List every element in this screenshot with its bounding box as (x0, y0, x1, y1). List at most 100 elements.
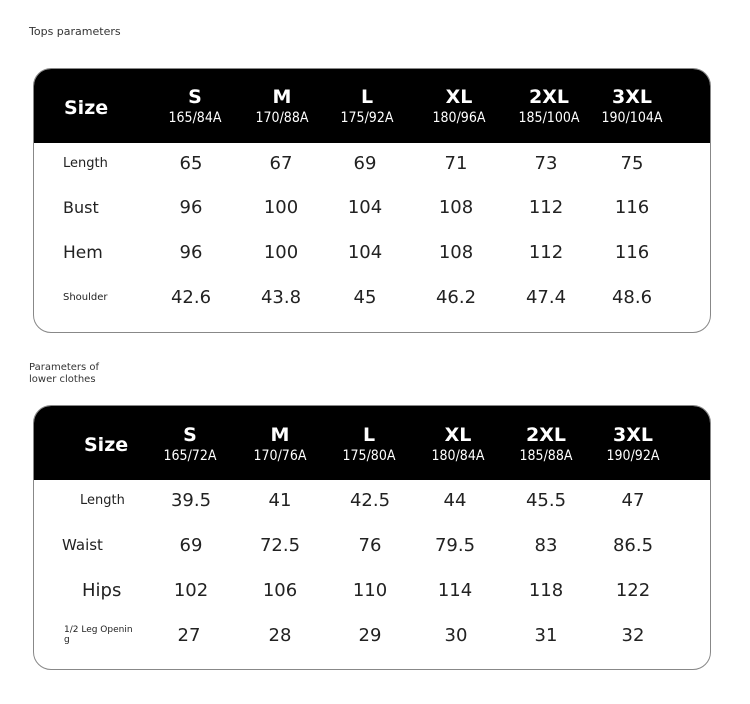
table-cell: 71 (444, 153, 468, 174)
table-cell: 47 (621, 490, 645, 511)
size-code: 180/96A (432, 110, 486, 126)
size-code: 170/88A (255, 110, 309, 126)
bottoms-caption-line2: lower clothes (29, 374, 96, 385)
table-row: Length 65 67 69 71 73 75 (34, 153, 710, 197)
bottoms-size-table: Size S 165/72A M 170/76A L 175/80A XL 18… (33, 405, 711, 670)
size-code: 175/80A (342, 448, 396, 464)
row-label: Shoulder (63, 292, 108, 303)
table-cell: 44 (443, 490, 467, 511)
table-cell: 83 (534, 535, 558, 556)
bottoms-col-s: S 165/72A (140, 424, 240, 465)
row-label: Length (63, 156, 108, 171)
tops-col-xl: XL 180/96A (409, 86, 509, 127)
bottoms-caption-line1: Parameters of (29, 362, 100, 373)
table-cell: 73 (534, 153, 558, 174)
tops-col-2xl: 2XL 185/100A (499, 86, 599, 127)
size-letter: M (270, 424, 290, 446)
table-cell: 100 (263, 197, 299, 218)
size-letter: 3XL (612, 86, 652, 108)
table-cell: 106 (262, 580, 298, 601)
table-cell: 96 (179, 197, 203, 218)
table-cell: 112 (528, 197, 564, 218)
tops-table-header: Size S 165/84A M 170/88A L 175/92A XL 18… (34, 69, 710, 143)
size-letter: L (360, 86, 374, 108)
tops-size-table: Size S 165/84A M 170/88A L 175/92A XL 18… (33, 68, 711, 333)
bottoms-col-xl: XL 180/84A (408, 424, 508, 465)
tops-col-3xl: 3XL 190/104A (582, 86, 682, 127)
table-cell: 42.6 (170, 287, 212, 308)
table-cell: 116 (614, 197, 650, 218)
table-cell: 28 (268, 625, 292, 646)
size-code: 180/84A (431, 448, 485, 464)
table-row: Hips 102 106 110 114 118 122 (34, 580, 710, 624)
bottoms-table-header: Size S 165/72A M 170/76A L 175/80A XL 18… (34, 406, 710, 480)
bottoms-col-m: M 170/76A (230, 424, 330, 465)
size-letter: 2XL (529, 86, 569, 108)
table-cell: 96 (179, 242, 203, 263)
table-cell: 42.5 (349, 490, 391, 511)
size-code: 190/92A (606, 448, 660, 464)
table-cell: 39.5 (170, 490, 212, 511)
table-cell: 104 (347, 242, 383, 263)
size-letter: M (272, 86, 292, 108)
table-cell: 108 (438, 242, 474, 263)
row-label-line1: 1/2 Leg Openin (64, 625, 133, 635)
tops-size-heading: Size (64, 97, 109, 119)
table-cell: 69 (179, 535, 203, 556)
table-cell: 47.4 (525, 287, 567, 308)
size-code: 185/100A (518, 110, 580, 126)
bottoms-size-heading: Size (84, 434, 129, 456)
table-cell: 75 (620, 153, 644, 174)
size-letter: S (188, 86, 202, 108)
tops-caption: Tops parameters (29, 25, 121, 38)
size-letter: 2XL (526, 424, 566, 446)
table-cell: 30 (444, 625, 468, 646)
table-cell: 31 (534, 625, 558, 646)
table-cell: 79.5 (434, 535, 476, 556)
table-cell: 45 (353, 287, 377, 308)
bottoms-col-2xl: 2XL 185/88A (496, 424, 596, 465)
row-label: Hem (63, 243, 103, 263)
table-cell: 104 (347, 197, 383, 218)
table-cell: 32 (621, 625, 645, 646)
tops-col-s: S 165/84A (145, 86, 245, 127)
tops-col-l: L 175/92A (317, 86, 417, 127)
table-cell: 45.5 (525, 490, 567, 511)
size-code: 175/92A (340, 110, 394, 126)
row-label-line2: g (64, 635, 70, 645)
table-row: Bust 96 100 104 108 112 116 (34, 197, 710, 241)
table-cell: 46.2 (435, 287, 477, 308)
size-letter: 3XL (613, 424, 653, 446)
row-label: Hips (82, 580, 122, 601)
size-letter: L (362, 424, 376, 446)
size-code: 170/76A (253, 448, 307, 464)
size-letter: XL (445, 86, 473, 108)
size-letter: S (183, 424, 197, 446)
table-row: Length 39.5 41 42.5 44 45.5 47 (34, 490, 710, 534)
row-label: Bust (63, 198, 99, 217)
table-cell: 41 (268, 490, 292, 511)
table-cell: 122 (615, 580, 651, 601)
table-cell: 116 (614, 242, 650, 263)
size-code: 190/104A (601, 110, 663, 126)
table-cell: 76 (358, 535, 382, 556)
table-cell: 102 (173, 580, 209, 601)
table-cell: 112 (528, 242, 564, 263)
table-row: Shoulder 42.6 43.8 45 46.2 47.4 48.6 (34, 287, 710, 331)
table-row: 1/2 Leg Openin g 27 28 29 30 31 32 (34, 625, 710, 669)
row-label: Waist (62, 536, 103, 554)
table-row: Hem 96 100 104 108 112 116 (34, 242, 710, 286)
table-cell: 118 (528, 580, 564, 601)
table-cell: 114 (437, 580, 473, 601)
table-cell: 100 (263, 242, 299, 263)
table-cell: 86.5 (612, 535, 654, 556)
table-cell: 48.6 (611, 287, 653, 308)
size-letter: XL (444, 424, 472, 446)
table-cell: 65 (179, 153, 203, 174)
size-code: 185/88A (519, 448, 573, 464)
tops-col-m: M 170/88A (232, 86, 332, 127)
table-cell: 72.5 (259, 535, 301, 556)
table-cell: 43.8 (260, 287, 302, 308)
bottoms-col-3xl: 3XL 190/92A (583, 424, 683, 465)
bottoms-col-l: L 175/80A (319, 424, 419, 465)
